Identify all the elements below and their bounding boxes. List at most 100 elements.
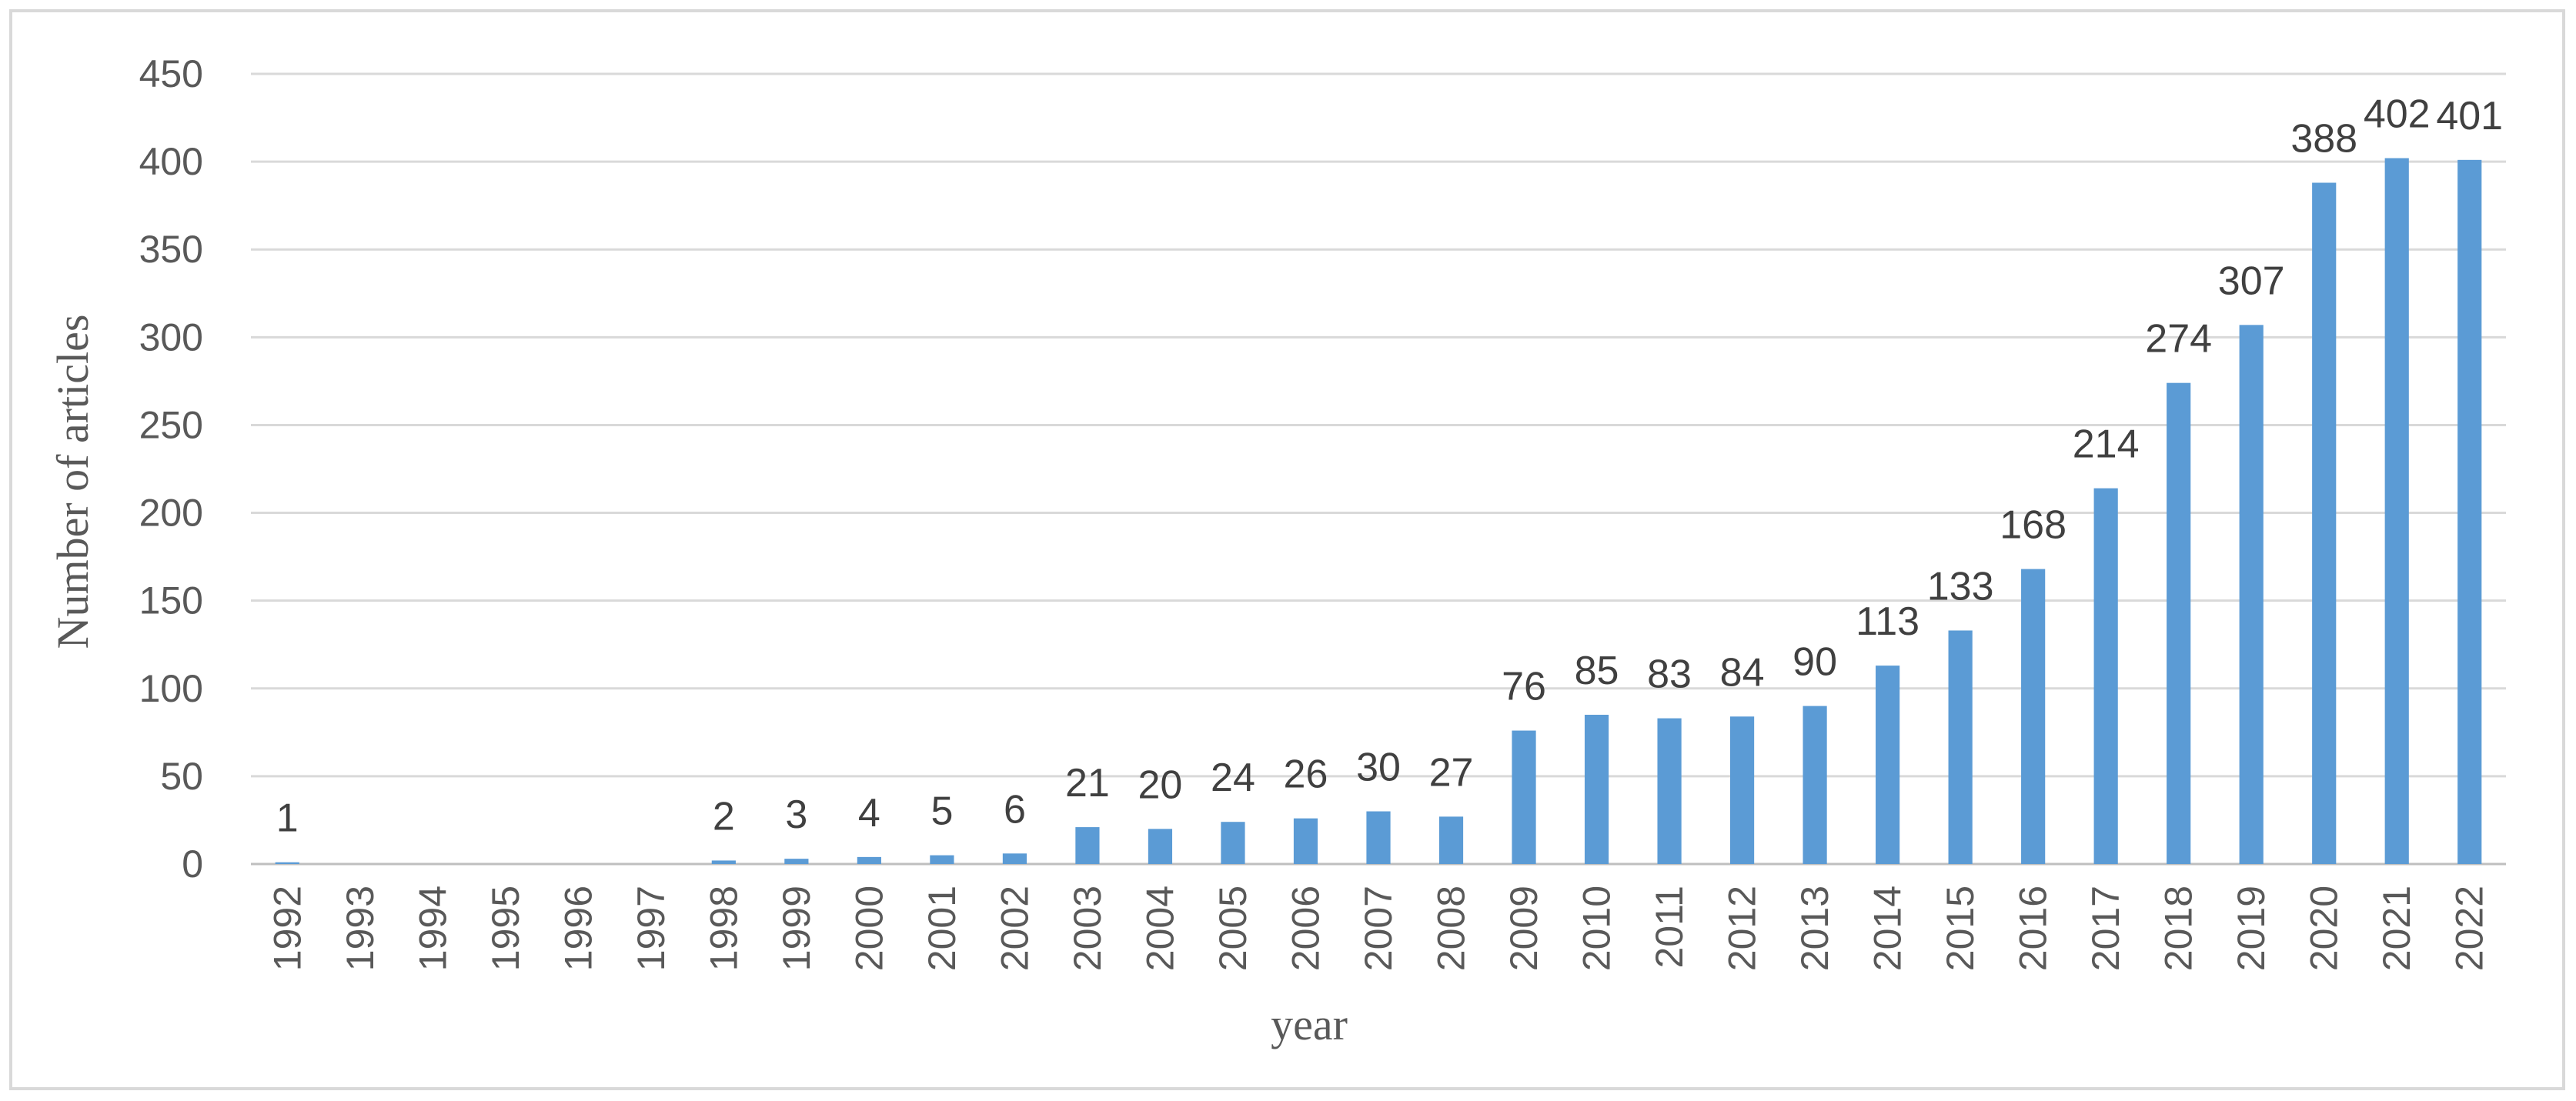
data-label: 84 bbox=[1720, 650, 1765, 695]
bar-2019 bbox=[2239, 325, 2264, 864]
y-tick-label: 0 bbox=[182, 842, 203, 886]
x-tick-label: 2000 bbox=[847, 886, 890, 971]
bar-2008 bbox=[1438, 816, 1464, 864]
y-tick-label: 50 bbox=[160, 755, 203, 798]
data-label: 76 bbox=[1502, 665, 1546, 709]
bar-2002 bbox=[1002, 853, 1027, 864]
x-tick-label: 2006 bbox=[1284, 886, 1327, 971]
data-label: 274 bbox=[2145, 317, 2212, 362]
data-label: 3 bbox=[785, 792, 807, 837]
bar-2011 bbox=[1657, 718, 1682, 864]
data-label: 20 bbox=[1138, 762, 1183, 807]
x-tick-label: 2009 bbox=[1502, 886, 1545, 971]
bar-2022 bbox=[2457, 159, 2482, 865]
y-tick-label: 350 bbox=[139, 228, 203, 271]
x-tick-label: 1996 bbox=[556, 886, 600, 971]
x-tick-label: 2003 bbox=[1066, 886, 1109, 971]
x-tick-label: 2016 bbox=[2012, 886, 2055, 971]
data-label: 21 bbox=[1065, 761, 1110, 806]
data-label: 5 bbox=[931, 789, 953, 834]
data-label: 24 bbox=[1211, 756, 1255, 800]
data-label: 6 bbox=[1004, 787, 1026, 832]
y-axis-title: Number of articles bbox=[48, 315, 98, 649]
bar-2000 bbox=[857, 856, 881, 864]
x-tick-label: 2017 bbox=[2084, 886, 2127, 971]
bar-2009 bbox=[1512, 730, 1536, 864]
bar-1998 bbox=[711, 860, 736, 864]
data-label: 401 bbox=[2436, 94, 2503, 138]
data-label: 1 bbox=[276, 796, 299, 841]
y-tick-label: 100 bbox=[139, 667, 203, 710]
bar-2013 bbox=[1803, 706, 1827, 864]
gridlines bbox=[251, 72, 2506, 866]
x-tick-label: 2021 bbox=[2375, 886, 2418, 971]
x-tick-label: 1998 bbox=[702, 886, 745, 971]
x-axis-title: year bbox=[1271, 999, 1348, 1049]
data-label: 2 bbox=[713, 794, 735, 839]
data-label: 214 bbox=[2073, 422, 2140, 467]
x-tick-label: 2010 bbox=[1575, 886, 1619, 971]
x-tick-label: 2013 bbox=[1793, 886, 1836, 971]
x-tick-label: 1993 bbox=[339, 886, 382, 971]
y-tick-label: 400 bbox=[139, 140, 203, 183]
bar-1999 bbox=[784, 859, 809, 864]
x-tick-label: 1994 bbox=[411, 886, 454, 971]
chart-frame: 0 50 100 150 200 250 300 350 400 450 1992 1993 1994… bbox=[9, 9, 2565, 1090]
bar-2021 bbox=[2384, 158, 2409, 865]
y-tick-label: 250 bbox=[139, 403, 203, 446]
data-label: 307 bbox=[2218, 259, 2285, 303]
x-tick-label: 2001 bbox=[920, 886, 964, 971]
bar-2004 bbox=[1148, 829, 1173, 864]
data-label: 83 bbox=[1647, 652, 1692, 697]
data-label: 30 bbox=[1356, 746, 1401, 790]
x-tick-label: 2014 bbox=[1866, 886, 1909, 971]
data-label: 85 bbox=[1575, 649, 1619, 693]
y-tick-label: 450 bbox=[139, 52, 203, 95]
bar-2015 bbox=[1948, 630, 1973, 864]
bar-2020 bbox=[2312, 182, 2337, 864]
y-tick-label: 200 bbox=[139, 492, 203, 535]
x-tick-label: 2008 bbox=[1430, 886, 1473, 971]
x-tick-label: 2011 bbox=[1648, 886, 1691, 969]
bar-2010 bbox=[1584, 715, 1609, 864]
data-label: 388 bbox=[2290, 116, 2357, 161]
x-tick-label: 2007 bbox=[1357, 886, 1400, 971]
bar-2018 bbox=[2167, 382, 2191, 864]
x-tick-label: 2005 bbox=[1211, 886, 1255, 971]
data-label: 168 bbox=[2000, 503, 2066, 548]
bar-2014 bbox=[1876, 666, 1900, 864]
x-tick-label: 2022 bbox=[2448, 886, 2491, 971]
bar-chart: 0 50 100 150 200 250 300 350 400 450 1992 1993 1994… bbox=[48, 52, 2506, 1049]
x-tick-label: 2012 bbox=[1721, 886, 1764, 971]
y-axis-tick-labels: 0 50 100 150 200 250 300 350 400 450 bbox=[139, 52, 203, 886]
x-tick-label: 2004 bbox=[1138, 886, 1181, 971]
data-label: 402 bbox=[2364, 92, 2431, 137]
bar-2016 bbox=[2021, 569, 2046, 864]
x-tick-label: 2020 bbox=[2303, 886, 2346, 971]
x-tick-label: 2002 bbox=[993, 886, 1036, 971]
x-tick-label: 1995 bbox=[484, 886, 527, 971]
x-tick-label: 2018 bbox=[2157, 886, 2200, 971]
data-label: 90 bbox=[1793, 640, 1837, 685]
bar-2007 bbox=[1366, 811, 1391, 864]
bar-2017 bbox=[2093, 488, 2118, 864]
data-label: 27 bbox=[1429, 750, 1474, 795]
bar-2001 bbox=[930, 855, 954, 864]
bar-2003 bbox=[1075, 827, 1100, 864]
x-tick-label: 1997 bbox=[630, 886, 673, 971]
data-label: 133 bbox=[1927, 564, 1994, 609]
bar-1992 bbox=[275, 862, 299, 864]
y-tick-label: 150 bbox=[139, 579, 203, 622]
bar-2012 bbox=[1729, 716, 1755, 864]
x-tick-label: 2015 bbox=[1939, 886, 1982, 971]
x-tick-label: 2019 bbox=[2230, 886, 2273, 971]
bar-2006 bbox=[1293, 818, 1318, 864]
data-label: 4 bbox=[858, 791, 880, 836]
x-tick-label: 1999 bbox=[775, 886, 818, 971]
data-label: 113 bbox=[1856, 599, 1919, 644]
data-labels: 1 2 3 4 5 6 21 20 24 26 30 27 76 85 83 84 90 113133168214… bbox=[276, 92, 2503, 841]
x-axis-tick-labels: 1992 1993 1994 1995 1996 1997 1998 1999 2000 2001… bbox=[266, 886, 2491, 971]
bars bbox=[275, 158, 2482, 865]
bar-2005 bbox=[1221, 822, 1245, 864]
data-label: 26 bbox=[1284, 752, 1328, 797]
